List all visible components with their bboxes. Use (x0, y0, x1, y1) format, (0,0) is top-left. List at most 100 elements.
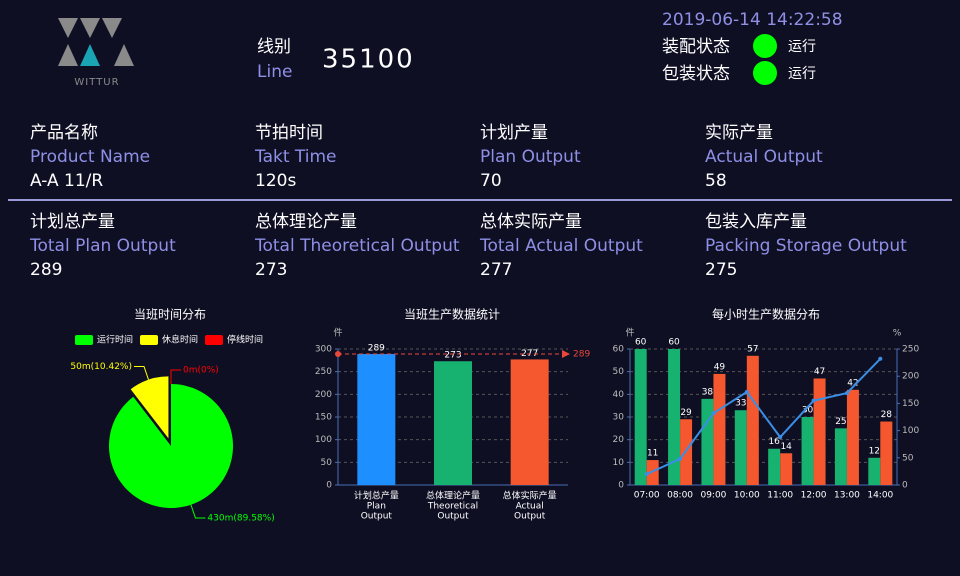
bar-value-label: 11 (647, 449, 658, 459)
x-tick-label: 07:00 (634, 491, 660, 501)
line-point (778, 435, 783, 440)
bar (713, 373, 726, 485)
status-value: 运行 (788, 39, 816, 55)
x-tick-label: 10:00 (734, 491, 760, 501)
x-tick-label: Actual (516, 502, 544, 512)
kpi-value: 58 (705, 171, 727, 191)
leader-line (133, 365, 149, 380)
kpi-label: 总体理论产量 (255, 212, 357, 232)
kpi-value: A-A 11/R (30, 171, 103, 191)
legend-swatch (140, 335, 158, 345)
leader-line (170, 369, 181, 384)
bar-value-label: 33 (735, 399, 746, 409)
legend-label: 停线时间 (227, 334, 263, 346)
status-light (753, 61, 777, 85)
y-tick-label: 20 (613, 435, 625, 445)
kpi-label-en: Actual Output (705, 147, 823, 167)
bar-value-label: 14 (780, 442, 792, 452)
line-point (711, 411, 716, 416)
x-tick-label: 总体理论产量 (426, 490, 480, 502)
kpi-value: 273 (255, 260, 287, 280)
bar-value-label: 29 (680, 408, 692, 418)
bar (357, 353, 396, 485)
y-tick-label: 60 (613, 345, 625, 355)
bar (868, 457, 881, 485)
y-tick-label: 0 (326, 481, 332, 491)
bar-value-label: 273 (444, 351, 461, 361)
y-tick-label: 150 (315, 413, 332, 423)
bar (701, 398, 714, 485)
leader-line (190, 504, 206, 519)
y-tick-label: 300 (315, 345, 332, 355)
legend-swatch (75, 335, 93, 345)
y-tick-label: 250 (902, 345, 919, 355)
chart-title: 当班时间分布 (134, 308, 206, 322)
y-axis-label: 件 (333, 327, 342, 339)
line-point (644, 472, 649, 477)
pie-slice (109, 384, 233, 508)
kpi-label-en: Plan Output (480, 147, 581, 167)
mark-line-label: 289 (573, 349, 590, 359)
bar (734, 410, 747, 485)
legend-swatch (205, 335, 223, 345)
x-tick-label: Output (361, 512, 393, 522)
bar (434, 361, 472, 485)
kpi-label-en: Product Name (30, 147, 150, 167)
x-tick-label: 14:00 (867, 491, 893, 501)
bar (846, 389, 859, 485)
y-tick-label: 200 (315, 390, 332, 400)
kpi-value: 275 (705, 260, 737, 280)
y-tick-label: 50 (613, 367, 625, 377)
y-tick-label: 30 (613, 413, 625, 423)
bar (834, 428, 847, 485)
bar-value-label: 28 (881, 410, 893, 420)
kpi-value: 277 (480, 260, 512, 280)
kpi-label: 产品名称 (30, 123, 98, 143)
status-value: 运行 (788, 66, 816, 82)
kpi-label: 包装入库产量 (705, 212, 807, 232)
line-point (744, 389, 749, 394)
kpi-label-en: Packing Storage Output (705, 236, 907, 256)
status-light (753, 34, 777, 58)
bar-value-label: 289 (368, 343, 385, 353)
kpi-label: 实际产量 (705, 123, 773, 143)
kpi-label: 计划产量 (480, 123, 548, 143)
x-tick-label: 11:00 (767, 491, 793, 501)
kpi-label-en: Total Theoretical Output (254, 236, 460, 256)
y-tick-label: 100 (902, 426, 919, 436)
line-value: 35100 (322, 45, 415, 75)
bar (780, 453, 793, 485)
kpi-value: 70 (480, 171, 502, 191)
line-point (878, 356, 883, 361)
y-tick-label: 0 (618, 481, 624, 491)
y2-axis-label: % (893, 329, 902, 339)
x-tick-label: Plan (367, 502, 386, 512)
kpi-label-en: Total Actual Output (479, 236, 643, 256)
x-tick-label: Theoretical (427, 502, 478, 512)
logo-text: WITTUR (74, 77, 119, 88)
y-tick-label: 10 (613, 458, 625, 468)
x-tick-label: 12:00 (801, 491, 827, 501)
kpi-value: 289 (30, 260, 62, 280)
kpi-value: 120s (255, 171, 296, 191)
y-tick-label: 150 (902, 399, 919, 409)
datetime: 2019-06-14 14:22:58 (662, 10, 843, 30)
x-tick-label: 09:00 (700, 491, 726, 501)
bar-value-label: 38 (702, 387, 714, 397)
y-tick-label: 100 (315, 435, 332, 445)
bar-value-label: 49 (714, 362, 726, 372)
y-axis-label: 件 (625, 327, 634, 339)
bar-value-label: 25 (835, 417, 846, 427)
bar (668, 349, 681, 485)
mark-line-start (335, 350, 341, 357)
kpi-label: 总体实际产量 (480, 212, 582, 232)
bar-value-label: 16 (768, 437, 780, 447)
kpi-label: 计划总产量 (30, 212, 115, 232)
y-tick-label: 200 (902, 372, 919, 382)
slice-label: 0m(0%) (183, 366, 219, 376)
y-tick-label: 50 (321, 458, 333, 468)
status-label: 包装状态 (662, 64, 730, 84)
kpi-label-en: Total Plan Output (29, 236, 176, 256)
bar-value-label: 57 (747, 344, 758, 354)
